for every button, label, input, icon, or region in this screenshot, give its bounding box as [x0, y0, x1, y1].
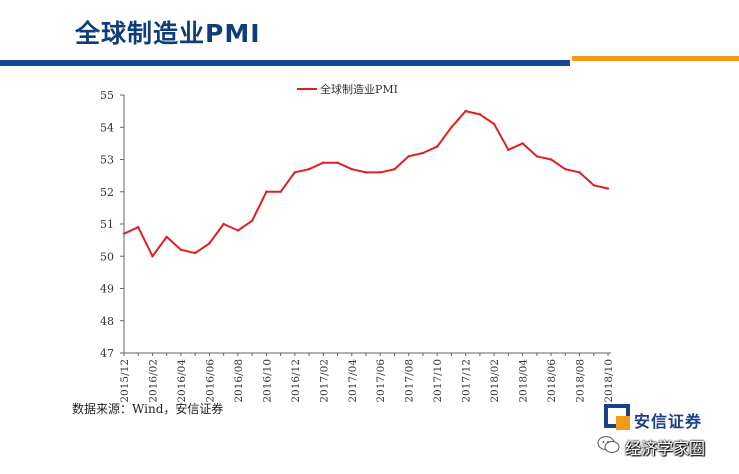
x-tick-label: 2016/06	[204, 359, 216, 403]
x-tick-label: 2018/04	[518, 359, 530, 403]
x-tick-label: 2017/04	[347, 359, 359, 403]
x-tick-label: 2018/08	[575, 359, 587, 403]
data-point	[407, 155, 410, 158]
watermark-text: 经济学家圈	[625, 439, 706, 458]
x-tick-label: 2016/10	[261, 359, 273, 403]
data-point	[578, 171, 581, 174]
wechat-icon	[597, 436, 620, 453]
data-point	[222, 222, 225, 226]
y-tick-label: 50	[100, 250, 114, 263]
header-band-orange	[572, 56, 739, 61]
data-point	[293, 171, 297, 174]
data-point	[478, 113, 482, 116]
x-tick-label: 2016/12	[290, 359, 302, 403]
x-tick-label: 2018/10	[603, 359, 615, 403]
y-tick-label: 49	[100, 283, 114, 296]
data-point	[236, 229, 240, 232]
x-tick-label: 2016/02	[147, 359, 159, 403]
data-point	[250, 219, 254, 222]
x-tick-label: 2017/10	[432, 359, 444, 403]
data-point	[507, 148, 510, 152]
watermark: 经济学家圈	[597, 432, 737, 458]
chart-axes	[123, 95, 611, 354]
data-point	[208, 242, 211, 245]
data-point	[179, 248, 183, 251]
x-tick-label: 2017/12	[461, 359, 473, 403]
y-tick-label: 52	[100, 186, 114, 199]
x-tick-label: 2017/02	[318, 359, 330, 403]
source-note: 数据来源：Wind，安信证券	[72, 402, 224, 416]
data-point	[165, 235, 168, 239]
x-tick-label: 2018/02	[489, 359, 501, 403]
brand-logo-icon	[604, 404, 630, 430]
data-point	[350, 167, 353, 171]
y-tick-label: 48	[100, 315, 114, 328]
x-tick-label: 2015/12	[119, 359, 131, 403]
data-point	[564, 167, 567, 171]
x-tick-label: 2016/08	[233, 359, 245, 403]
y-axis-ticks: 47 48 49 50 51 52 53 54 55	[100, 89, 124, 360]
data-point	[193, 251, 197, 255]
data-point	[435, 145, 439, 148]
slide-title: 全球制造业PMI	[75, 19, 261, 48]
data-point	[606, 187, 610, 190]
data-point	[535, 155, 539, 158]
x-tick-label: 2016/04	[176, 359, 188, 403]
data-point	[393, 167, 396, 171]
data-point	[549, 158, 553, 161]
data-point	[464, 109, 467, 113]
y-tick-label: 51	[100, 218, 114, 231]
data-point	[151, 255, 154, 258]
legend-label: 全球制造业PMI	[320, 82, 398, 96]
series-line-0	[123, 110, 609, 258]
y-tick-label: 53	[100, 154, 114, 167]
data-point	[492, 122, 496, 126]
data-point	[521, 142, 524, 145]
data-point	[592, 184, 595, 187]
x-tick-label: 2018/06	[546, 359, 558, 403]
data-point	[307, 167, 311, 171]
data-point	[336, 161, 339, 164]
y-tick-label: 55	[100, 89, 114, 102]
brand-block: 安信证券	[604, 404, 739, 438]
x-tick-label: 2017/06	[375, 359, 387, 403]
y-tick-label: 54	[100, 121, 114, 134]
data-point	[279, 190, 282, 193]
data-point	[322, 161, 325, 164]
data-point	[421, 151, 425, 155]
x-axis-ticks: 2015/12 2016/02 2016/04 2016/06 2016/08 2016/…	[119, 353, 615, 403]
data-point	[137, 226, 140, 229]
data-point	[364, 171, 368, 174]
data-point	[450, 126, 453, 129]
brand-name: 安信证券	[634, 412, 703, 431]
data-point	[265, 190, 268, 193]
data-point	[379, 171, 382, 174]
x-tick-label: 2017/08	[404, 359, 416, 403]
data-point	[122, 232, 126, 235]
y-tick-label: 47	[100, 347, 114, 360]
header-band-blue	[0, 60, 570, 66]
chart-legend: 全球制造业PMI	[297, 82, 398, 96]
series-layer	[122, 109, 610, 258]
